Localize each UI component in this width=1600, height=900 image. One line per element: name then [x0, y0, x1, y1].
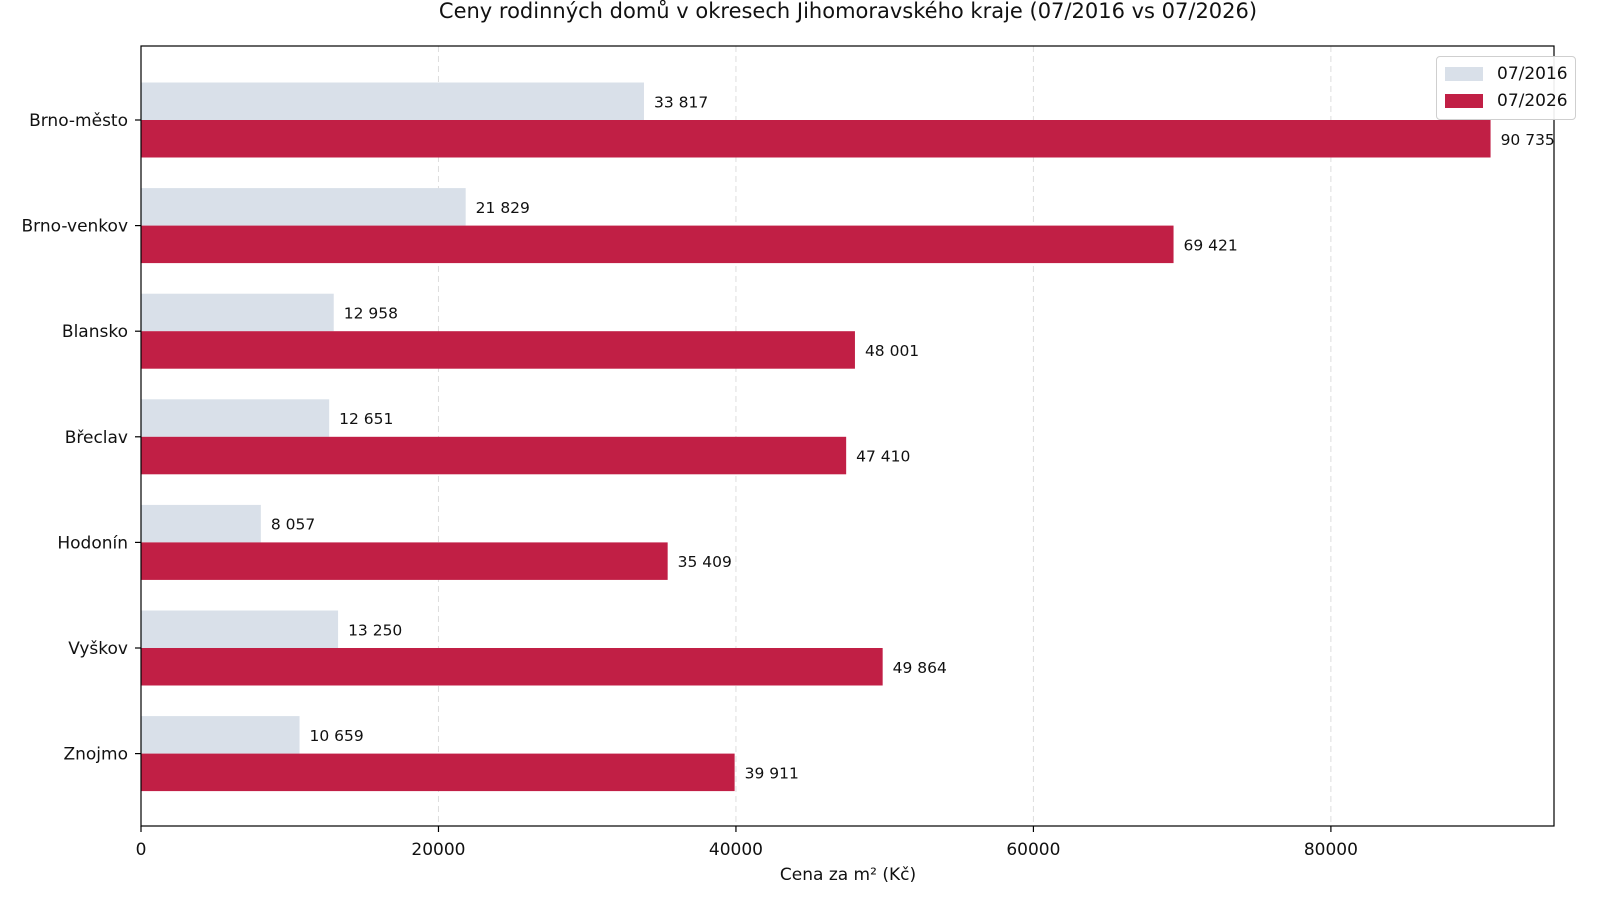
data-label: 33 817 [654, 93, 708, 111]
y-tick-label: Brno-venkov [21, 217, 128, 237]
x-tick-label: 0 [136, 840, 147, 860]
y-tick-label: Břeclav [65, 428, 128, 448]
data-labels: 33 817 90 735 21 829 69 421 12 958 48 001 12 6… [271, 93, 1555, 782]
data-label: 69 421 [1184, 236, 1238, 254]
bar [141, 436, 847, 475]
bar [141, 610, 339, 648]
data-label: 8 057 [271, 516, 315, 534]
y-tick-label: Hodonín [57, 533, 128, 553]
bar [141, 399, 330, 437]
bar [141, 504, 261, 543]
data-label: 48 001 [865, 342, 919, 360]
bars [141, 82, 1491, 792]
bar [141, 716, 300, 754]
plot-frame [140, 45, 1555, 827]
data-label: 21 829 [476, 199, 530, 217]
bar [141, 753, 735, 792]
legend-label-2016: 07/2016 [1497, 64, 1568, 84]
y-tick-label: Vyškov [68, 639, 128, 659]
y-tick-label: Blansko [62, 322, 128, 342]
data-label: 35 409 [678, 553, 732, 571]
legend-item-2026: 07/2026 [1445, 90, 1568, 112]
x-tick-label: 60000 [1006, 840, 1060, 860]
chart-title: Ceny rodinných domů v okresech Jihomorav… [439, 0, 1257, 23]
data-label: 10 659 [310, 727, 364, 745]
legend-item-2016: 07/2016 [1445, 63, 1568, 85]
data-label: 49 864 [893, 659, 947, 677]
legend: 07/2016 07/2026 [1436, 56, 1576, 120]
bar [141, 331, 855, 369]
data-label: 13 250 [348, 621, 402, 639]
y-tick-label: Znojmo [63, 745, 128, 765]
bar [141, 120, 1491, 158]
x-axis-label: Cena za m² (Kč) [780, 865, 916, 885]
bar [141, 293, 334, 332]
bar [141, 648, 883, 686]
data-label: 47 410 [856, 448, 910, 466]
bar [141, 188, 466, 226]
y-axis: Brno-město Brno-venkov Blansko Břeclav Hodon… [21, 111, 141, 765]
x-tick-label: 20000 [411, 840, 465, 860]
x-gridlines [437, 46, 1332, 826]
legend-label-2026: 07/2026 [1497, 91, 1568, 111]
data-label: 90 735 [1501, 131, 1555, 149]
data-label: 39 911 [745, 764, 799, 782]
x-axis: 0 20000 40000 60000 80000 [136, 826, 1358, 860]
legend-swatch-2026 [1445, 94, 1483, 108]
bar [141, 225, 1174, 264]
legend-swatch-2016 [1445, 67, 1483, 81]
data-label: 12 958 [344, 304, 398, 322]
bar [141, 82, 644, 120]
x-tick-label: 80000 [1304, 840, 1358, 860]
data-label: 12 651 [339, 410, 393, 428]
y-tick-label: Brno-město [29, 111, 128, 131]
x-tick-label: 40000 [709, 840, 763, 860]
bar [141, 542, 668, 580]
